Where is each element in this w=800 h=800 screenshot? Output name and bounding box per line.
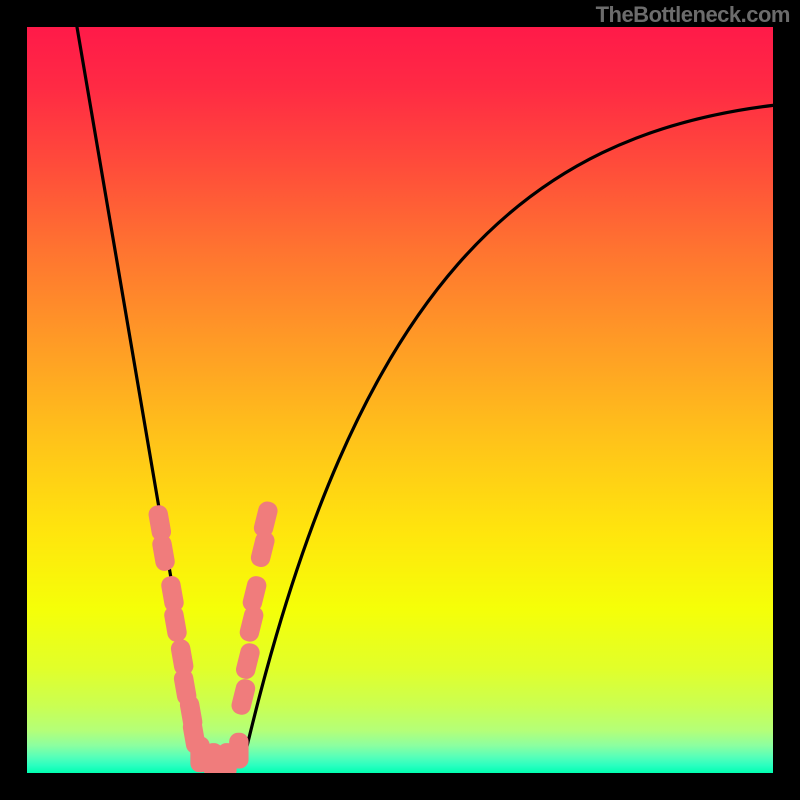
marker (229, 733, 248, 769)
watermark-text: TheBottleneck.com (596, 2, 790, 28)
chart-frame: TheBottleneck.com (0, 0, 800, 800)
gradient-background (27, 27, 773, 773)
plot-svg (27, 27, 773, 773)
plot-area (27, 27, 773, 773)
